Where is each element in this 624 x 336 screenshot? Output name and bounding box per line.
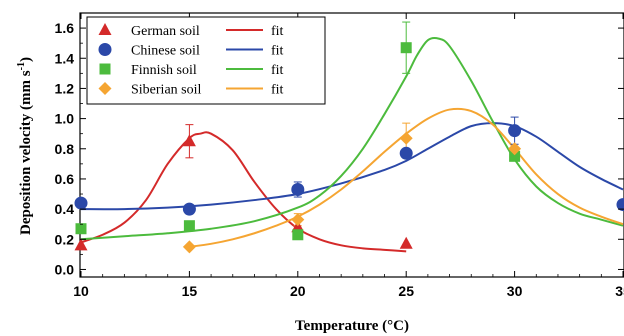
plot-frame xyxy=(79,12,624,278)
x-tick-label: 15 xyxy=(182,283,198,299)
y-tick-label: 0.2 xyxy=(55,231,75,247)
siberian-soil-point xyxy=(291,213,305,227)
finnish-soil-point xyxy=(509,150,521,162)
x-tick-label: 20 xyxy=(290,283,306,299)
x-axis-title: Temperature (°C) xyxy=(295,318,409,334)
chinese-soil-point xyxy=(182,202,196,216)
finnish-soil-fit-line xyxy=(80,36,624,241)
y-axis-title: Deposition velocity (mm s-1) xyxy=(16,57,34,235)
x-tick-label: 10 xyxy=(73,283,89,299)
german-soil-point xyxy=(182,134,196,147)
finnish-soil-point xyxy=(75,223,87,235)
x-tick-label: 25 xyxy=(398,283,414,299)
y-tick-label: 1.0 xyxy=(55,111,75,127)
german-soil-point xyxy=(399,236,413,249)
y-title-close: ) xyxy=(18,57,34,62)
legend-german-soil-label: German soil xyxy=(131,24,200,39)
chinese-soil-point xyxy=(291,183,305,197)
german-soil-point xyxy=(291,220,305,233)
y-tick-label: 1.4 xyxy=(55,50,75,66)
chinese-soil-point xyxy=(399,146,413,160)
y-tick-label: 1.2 xyxy=(55,80,75,96)
legend-siberian-soil-fit-label: fit xyxy=(271,83,284,98)
plot-border xyxy=(79,12,624,278)
data-points xyxy=(74,42,624,254)
legend-finnish-soil-fit-label: fit xyxy=(271,63,284,78)
legend-finnish-soil-label: Finnish soil xyxy=(131,63,197,78)
legend-chinese-soil-marker xyxy=(98,43,112,56)
german-soil-fit-line xyxy=(80,131,407,253)
y-tick-label: 1.6 xyxy=(55,20,75,36)
y-tick-label: 0.4 xyxy=(55,201,75,217)
legend-siberian-soil-label: Siberian soil xyxy=(131,83,201,98)
x-tick-label: 30 xyxy=(507,283,523,299)
legend-chinese-soil-fit-label: fit xyxy=(271,44,284,59)
german-soil-point xyxy=(74,238,88,251)
chinese-soil-point xyxy=(74,196,88,210)
legend-box xyxy=(86,16,326,105)
chinese-soil-point xyxy=(508,124,522,138)
y-tick-label: 0.0 xyxy=(55,261,75,277)
legend-chinese-soil-label: Chinese soil xyxy=(131,44,200,59)
siberian-soil-point xyxy=(399,131,413,145)
legend-siberian-soil-marker xyxy=(98,82,112,95)
chinese-soil-point xyxy=(616,198,624,212)
y-tick-label: 0.6 xyxy=(55,171,75,187)
finnish-soil-point xyxy=(183,220,195,232)
legend-german-soil-fit-label: fit xyxy=(271,24,284,39)
chinese-soil-fit-line xyxy=(80,122,624,211)
y-tick-label: 0.8 xyxy=(55,141,75,157)
x-tick-label: 35 xyxy=(615,283,624,299)
legend-finnish-soil-marker xyxy=(99,63,111,75)
siberian-soil-point xyxy=(508,142,522,156)
finnish-soil-point xyxy=(292,229,304,241)
y-title-sup: -1 xyxy=(16,62,27,70)
y-title-main: Deposition velocity (mm s xyxy=(18,70,34,235)
finnish-soil-point xyxy=(400,42,412,54)
axis-ticks: 10 15 20 25 30 35 0.0 0.2 0.4 0.6 0.8 1.0 1.2 1.4 1.6 xyxy=(55,13,624,299)
legend-german-soil-marker xyxy=(98,23,112,35)
legend: German soil fit Chinese soil fit Finnish soi… xyxy=(86,16,326,105)
siberian-soil-point xyxy=(182,240,196,254)
